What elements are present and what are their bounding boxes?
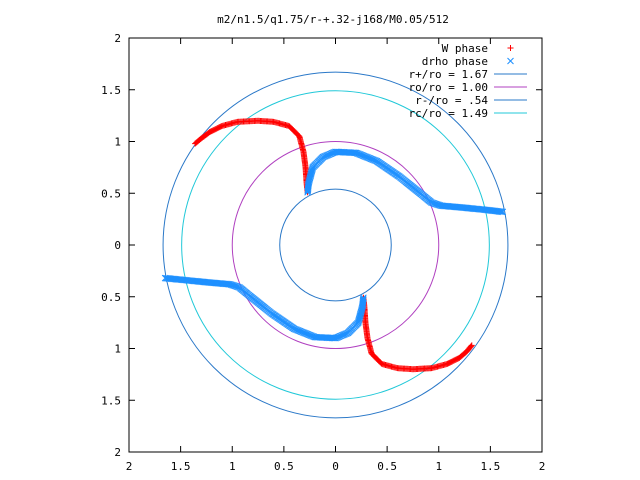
y-tick-label: 0 [114, 239, 121, 252]
drho-phase-point [308, 166, 316, 174]
drho-phase-point [309, 165, 316, 172]
drho-phase-point [161, 274, 169, 282]
y-tick-label: 0.5 [101, 291, 121, 304]
drho-phase-point [355, 318, 362, 325]
legend-label: r-/ro = .54 [415, 94, 488, 107]
legend-label: drho phase [422, 55, 488, 68]
x-tick-label: 1 [435, 460, 442, 473]
x-tick-label: 0.5 [274, 460, 294, 473]
y-tick-label: 2 [114, 32, 121, 45]
x-tick-label: 1.5 [171, 460, 191, 473]
circle-2 [279, 188, 392, 302]
drho-phase-point [355, 316, 363, 324]
x-tick-label: 0 [332, 460, 339, 473]
x-tick-label: 0.5 [377, 460, 397, 473]
legend-label: W phase [442, 42, 488, 55]
circle-3 [181, 90, 490, 400]
x-tick-label: 1 [229, 460, 236, 473]
series-1 [161, 148, 507, 342]
y-tick-label: 1.5 [101, 394, 121, 407]
x-tick-label: 2 [126, 460, 133, 473]
points-layer [161, 117, 507, 373]
legend-label: ro/ro = 1.00 [409, 81, 488, 94]
ticks-layer: 2 1.5 1 0.5 0 0.5 1 1.5 221.510.500.511.52 [101, 32, 545, 473]
legend-plus-marker [507, 45, 514, 51]
circle-1 [231, 141, 440, 349]
x-tick-label: 2 [539, 460, 546, 473]
drho-phase-point [498, 208, 505, 216]
drho-phase-point [499, 208, 507, 216]
y-tick-label: 1 [114, 343, 121, 356]
legend-x-marker [507, 57, 514, 65]
y-tick-label: 1 [114, 136, 121, 149]
drho-phase-point [497, 208, 504, 215]
circles-layer [162, 71, 509, 419]
chart-title: m2/n1.5/q1.75/r-+.32-j168/M0.05/512 [217, 13, 449, 26]
legend-label: r+/ro = 1.67 [409, 68, 488, 81]
drho-phase-point [162, 274, 170, 282]
y-tick-label: 2 [114, 446, 121, 459]
x-tick-label: 1.5 [480, 460, 500, 473]
circle-0 [162, 71, 509, 419]
drho-phase-point [164, 275, 171, 282]
y-tick-label: 0.5 [101, 187, 121, 200]
legend-label: rc/ro = 1.49 [409, 107, 488, 120]
y-tick-label: 1.5 [101, 84, 121, 97]
